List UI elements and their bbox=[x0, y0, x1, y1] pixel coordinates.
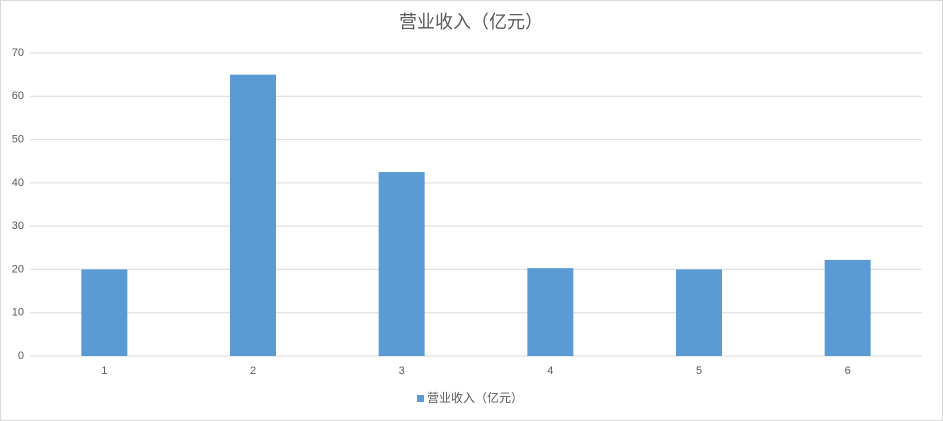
x-tick-label: 1 bbox=[101, 365, 107, 377]
x-tick-label: 4 bbox=[547, 365, 553, 377]
y-tick-label: 50 bbox=[12, 133, 24, 145]
bar bbox=[81, 269, 128, 356]
legend-label: 营业收入（亿元） bbox=[427, 390, 523, 405]
x-tick-label: 3 bbox=[399, 365, 405, 377]
legend-swatch bbox=[417, 395, 424, 402]
chart-title: 营业收入（亿元） bbox=[399, 12, 543, 32]
y-tick-label: 30 bbox=[12, 220, 24, 232]
y-tick-label: 70 bbox=[12, 47, 24, 59]
x-tick-label: 2 bbox=[250, 365, 256, 377]
y-tick-label: 60 bbox=[12, 90, 24, 102]
bar bbox=[527, 268, 574, 356]
x-tick-label: 5 bbox=[696, 365, 702, 377]
y-tick-label: 20 bbox=[12, 263, 24, 275]
bar bbox=[824, 259, 871, 356]
y-tick-label: 40 bbox=[12, 177, 24, 189]
bar bbox=[676, 269, 722, 356]
x-tick-label: 6 bbox=[845, 365, 851, 377]
y-tick-label: 10 bbox=[12, 307, 24, 319]
bar bbox=[378, 172, 425, 356]
y-tick-label: 0 bbox=[18, 350, 24, 362]
bar bbox=[230, 74, 276, 357]
